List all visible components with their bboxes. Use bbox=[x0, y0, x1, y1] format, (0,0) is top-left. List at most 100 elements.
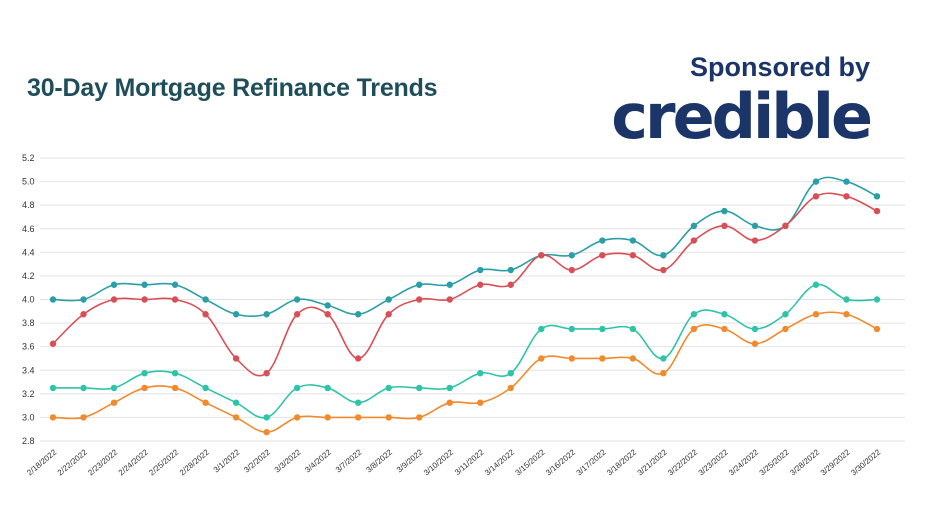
y-tick-label: 4.6 bbox=[22, 224, 35, 234]
data-point bbox=[599, 237, 606, 244]
x-tick-label: 3/4/2022 bbox=[303, 447, 333, 474]
x-tick-label: 3/10/2022 bbox=[422, 447, 455, 477]
data-point bbox=[49, 340, 57, 347]
data-point bbox=[416, 281, 423, 288]
data-point bbox=[202, 296, 209, 303]
data-point bbox=[873, 193, 881, 200]
data-point bbox=[843, 178, 850, 185]
data-point bbox=[599, 355, 606, 362]
data-point bbox=[721, 325, 728, 333]
data-point bbox=[690, 222, 698, 230]
data-point bbox=[80, 311, 87, 318]
data-point bbox=[110, 384, 118, 392]
y-tick-label: 3.0 bbox=[22, 412, 35, 422]
y-tick-label: 3.8 bbox=[22, 318, 35, 328]
data-point bbox=[263, 369, 270, 377]
x-tick-label: 3/25/2022 bbox=[758, 447, 791, 477]
data-point bbox=[751, 325, 759, 333]
y-tick-label: 4.2 bbox=[22, 271, 35, 281]
data-point bbox=[660, 369, 667, 377]
data-point bbox=[751, 237, 759, 244]
data-point bbox=[385, 311, 392, 318]
x-tick-label: 3/29/2022 bbox=[819, 447, 852, 477]
data-point bbox=[507, 281, 514, 288]
data-point bbox=[202, 384, 209, 392]
data-point bbox=[293, 384, 301, 392]
x-tick-label: 3/24/2022 bbox=[727, 447, 760, 477]
data-point bbox=[477, 281, 484, 288]
x-tick-label: 2/25/2022 bbox=[147, 447, 180, 477]
x-tick-label: 3/7/2022 bbox=[334, 447, 364, 474]
data-point bbox=[202, 399, 209, 406]
x-tick-label: 3/30/2022 bbox=[849, 447, 882, 477]
data-point bbox=[568, 325, 576, 333]
data-point bbox=[141, 384, 148, 392]
data-point bbox=[49, 384, 57, 392]
x-tick-label: 3/28/2022 bbox=[788, 447, 821, 477]
y-tick-label: 3.4 bbox=[22, 365, 35, 375]
series-line-3 bbox=[53, 283, 878, 419]
data-point bbox=[507, 266, 514, 274]
data-point bbox=[232, 355, 240, 362]
y-tick-label: 4.8 bbox=[22, 200, 35, 210]
series-line-4 bbox=[52, 311, 878, 433]
x-tick-label: 3/21/2022 bbox=[636, 447, 669, 477]
data-point bbox=[568, 355, 576, 362]
data-point bbox=[49, 296, 57, 303]
x-tick-label: 2/22/2022 bbox=[56, 447, 89, 477]
data-point bbox=[843, 193, 850, 200]
data-point bbox=[324, 414, 331, 421]
x-tick-label: 3/1/2022 bbox=[212, 447, 242, 474]
data-point bbox=[690, 311, 698, 318]
data-point bbox=[812, 193, 820, 200]
data-point bbox=[110, 281, 118, 288]
data-point bbox=[538, 252, 545, 259]
data-point bbox=[49, 414, 57, 421]
data-point bbox=[110, 296, 118, 303]
x-tick-label: 3/9/2022 bbox=[395, 447, 425, 474]
data-point bbox=[507, 384, 514, 392]
data-point bbox=[538, 325, 545, 333]
x-tick-label: 2/24/2022 bbox=[117, 447, 150, 477]
data-point bbox=[385, 296, 392, 303]
data-point bbox=[80, 384, 87, 392]
x-tick-label: 3/3/2022 bbox=[273, 447, 303, 474]
data-point bbox=[354, 399, 362, 406]
data-point bbox=[263, 428, 270, 436]
data-point bbox=[812, 311, 820, 318]
data-point bbox=[80, 414, 87, 421]
data-point bbox=[568, 266, 576, 274]
data-point bbox=[843, 311, 850, 318]
x-tick-label: 2/28/2022 bbox=[178, 447, 211, 477]
x-tick-label: 3/2/2022 bbox=[242, 447, 272, 474]
data-point bbox=[660, 355, 667, 362]
data-point bbox=[629, 325, 637, 333]
data-point bbox=[141, 296, 148, 303]
x-tick-label: 3/17/2022 bbox=[575, 447, 608, 477]
data-point bbox=[477, 266, 484, 274]
data-point bbox=[416, 384, 423, 392]
data-point bbox=[354, 311, 362, 318]
data-point bbox=[354, 355, 362, 362]
data-point bbox=[873, 296, 881, 303]
data-point bbox=[171, 281, 179, 288]
data-point bbox=[843, 296, 850, 303]
y-tick-label: 4.0 bbox=[22, 295, 35, 305]
data-point bbox=[873, 207, 881, 215]
data-point bbox=[812, 281, 820, 288]
data-point bbox=[507, 369, 514, 377]
x-tick-label: 3/15/2022 bbox=[514, 447, 547, 477]
y-tick-label: 5.2 bbox=[22, 153, 35, 163]
data-point bbox=[721, 222, 728, 230]
sponsored-by-label: Sponsored by bbox=[689, 52, 870, 82]
data-point bbox=[629, 355, 637, 362]
data-point bbox=[446, 296, 453, 303]
x-tick-label: 3/22/2022 bbox=[666, 447, 699, 477]
y-tick-label: 3.2 bbox=[22, 389, 35, 399]
data-point bbox=[80, 296, 87, 303]
data-point bbox=[446, 399, 453, 406]
data-point bbox=[751, 222, 759, 230]
data-point bbox=[477, 399, 484, 406]
data-point bbox=[446, 281, 453, 288]
